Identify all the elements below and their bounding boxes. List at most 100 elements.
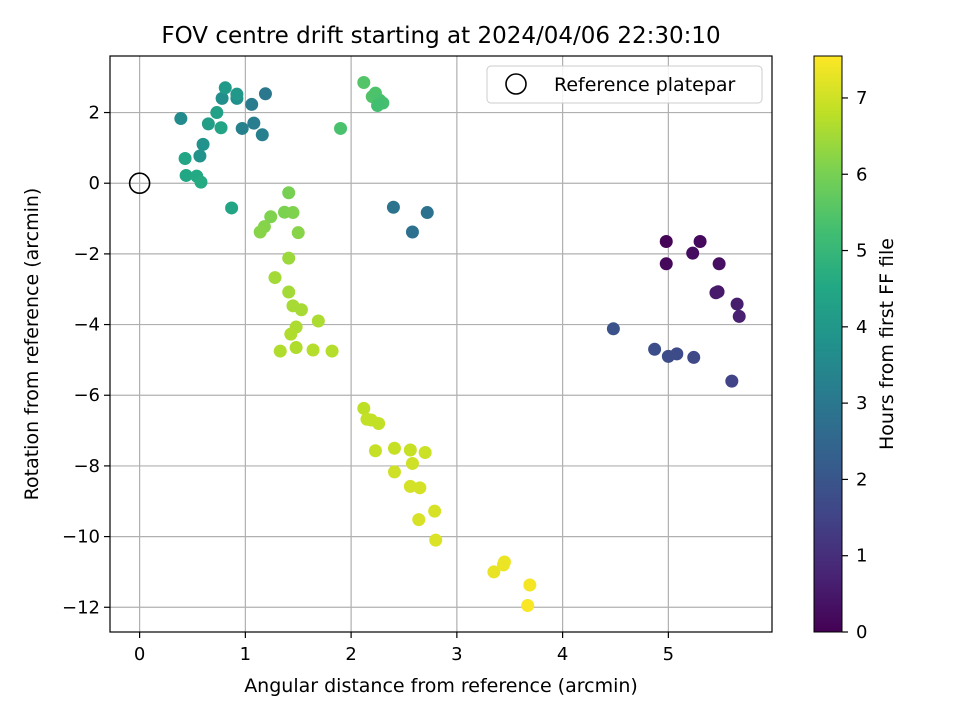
- data-point: [730, 297, 744, 311]
- data-point: [291, 226, 305, 240]
- data-point: [294, 303, 308, 317]
- data-point: [368, 444, 382, 458]
- data-point: [174, 112, 188, 126]
- data-point: [196, 137, 210, 151]
- colorbar-tick-label: 4: [856, 317, 867, 338]
- data-point: [418, 445, 432, 459]
- data-point: [659, 235, 673, 249]
- data-point: [284, 327, 298, 341]
- y-axis-label: Rotation from reference (arcmin): [21, 188, 43, 501]
- data-point: [371, 98, 385, 112]
- colorbar-tick-label: 6: [856, 164, 867, 185]
- colorbar-tick-label: 3: [856, 393, 867, 414]
- data-point: [712, 257, 726, 271]
- data-point: [487, 565, 501, 579]
- data-point: [387, 465, 401, 479]
- colorbar-tick-label: 5: [856, 241, 867, 262]
- data-point: [412, 513, 426, 527]
- data-point: [429, 533, 443, 547]
- x-tick-label: 4: [557, 644, 568, 665]
- data-point: [253, 225, 267, 239]
- data-point: [264, 210, 278, 224]
- x-tick-label: 3: [451, 644, 462, 665]
- data-point: [523, 578, 537, 592]
- data-point: [218, 81, 232, 95]
- data-point: [194, 175, 208, 189]
- data-point: [405, 456, 419, 470]
- data-point: [214, 121, 228, 135]
- data-point: [334, 121, 348, 135]
- legend: Reference platepar: [486, 65, 763, 104]
- reference-platepar-marker: [128, 172, 151, 195]
- data-point: [357, 401, 371, 415]
- colorbar-ticks: 0 1 2 3 4 5 6 7: [842, 88, 867, 643]
- colorbar-tick-label: 0: [856, 622, 867, 643]
- colorbar-label: Hours from first FF file: [876, 238, 898, 450]
- x-axis-ticks: 0 1 2 3 4 5: [134, 632, 674, 665]
- data-point: [405, 225, 419, 239]
- data-point: [387, 441, 401, 455]
- data-point: [693, 235, 707, 249]
- grid-lines: [110, 56, 772, 632]
- data-point: [258, 87, 272, 101]
- y-tick-label: −8: [73, 456, 100, 477]
- legend-entry-reference-platepar: Reference platepar: [554, 74, 736, 96]
- data-point: [235, 121, 249, 135]
- data-point: [289, 341, 303, 355]
- data-point: [247, 116, 261, 130]
- y-tick-label: −4: [73, 315, 100, 336]
- legend-reference-marker: [505, 73, 527, 95]
- data-point: [357, 76, 371, 90]
- data-point: [403, 479, 417, 493]
- data-point: [670, 347, 684, 361]
- chart-title: FOV centre drift starting at 2024/04/06 …: [161, 23, 720, 49]
- y-tick-label: 0: [89, 173, 100, 194]
- plot-frame: [109, 55, 773, 633]
- data-point: [725, 374, 739, 388]
- x-tick-label: 0: [134, 644, 145, 665]
- data-point: [230, 87, 244, 101]
- data-point: [225, 201, 239, 215]
- data-point: [282, 285, 296, 299]
- data-point: [521, 598, 535, 612]
- x-tick-label: 2: [345, 644, 356, 665]
- data-point: [210, 106, 224, 120]
- colorbar-tick-label: 7: [856, 88, 867, 109]
- data-point: [648, 342, 662, 356]
- data-point: [497, 555, 511, 569]
- data-point: [273, 344, 287, 358]
- x-tick-label: 1: [240, 644, 251, 665]
- data-point: [420, 206, 434, 220]
- data-point: [413, 481, 427, 495]
- scatter-points: [174, 76, 746, 612]
- y-axis-ticks: −12 −10 −8 −6 −4 −2 0 2: [62, 103, 110, 618]
- x-tick-label: 5: [663, 644, 674, 665]
- data-point: [193, 149, 207, 163]
- data-point: [255, 128, 269, 142]
- y-tick-label: 2: [89, 103, 100, 124]
- data-point: [282, 251, 296, 265]
- colorbar: 0 1 2 3 4 5 6 7 Hours from first FF file: [813, 55, 898, 643]
- data-point: [282, 186, 296, 200]
- legend-box: [486, 65, 763, 104]
- data-point: [268, 271, 282, 285]
- data-point: [325, 344, 339, 358]
- data-point: [659, 257, 673, 271]
- data-point: [403, 443, 417, 457]
- y-tick-label: −2: [73, 244, 100, 265]
- data-point: [372, 417, 386, 431]
- data-point: [179, 168, 193, 182]
- y-tick-label: −12: [62, 597, 100, 618]
- data-point: [286, 206, 300, 220]
- y-tick-label: −10: [62, 527, 100, 548]
- data-point: [386, 200, 400, 214]
- colorbar-tick-label: 1: [856, 546, 867, 567]
- colorbar-gradient: [813, 55, 843, 633]
- data-point: [306, 343, 320, 357]
- data-point: [428, 504, 442, 518]
- x-axis-label: Angular distance from reference (arcmin): [244, 675, 638, 697]
- colorbar-tick-label: 2: [856, 469, 867, 490]
- data-point: [732, 309, 746, 323]
- data-point: [201, 117, 215, 131]
